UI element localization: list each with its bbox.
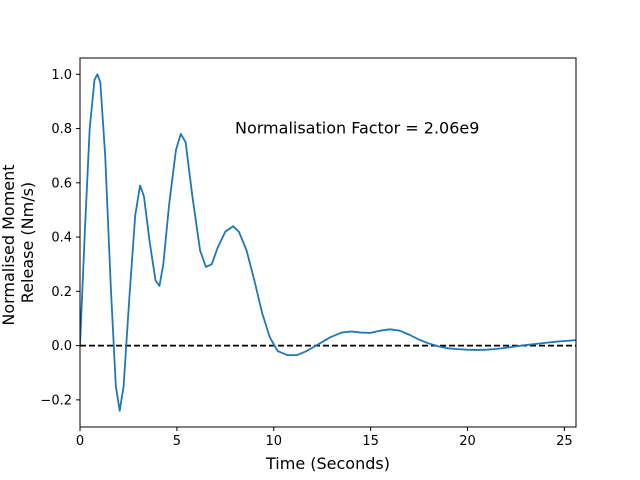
axis-ticks: 0 5 10 15 20 25 −0.2 0.0 0.2 0.4 0.6 0.8 1.0 (40, 68, 572, 449)
y-tick-label: 0.6 (51, 176, 72, 191)
x-tick-label: 5 (173, 434, 181, 449)
normalisation-annotation: Normalisation Factor = 2.06e9 (235, 119, 479, 138)
x-tick-label: 0 (76, 434, 84, 449)
y-tick-label: 0.4 (51, 231, 72, 246)
x-axis-title: Time (Seconds) (265, 454, 390, 473)
y-axis-title-line-2: Release (Nm/s) (18, 182, 37, 303)
x-tick-label: 15 (362, 434, 379, 449)
y-axis-title: Normalised Moment Release (Nm/s) (0, 159, 37, 325)
axes-frame (79, 57, 577, 428)
y-tick-label: −0.2 (40, 393, 72, 408)
plot-area (79, 57, 577, 428)
y-tick-label: 1.0 (51, 68, 72, 83)
x-tick-label: 10 (265, 434, 282, 449)
y-axis-title-line-1: Normalised Moment (0, 164, 18, 325)
y-tick-label: 0.8 (51, 122, 72, 137)
x-tick-label: 20 (459, 434, 476, 449)
x-tick-label: 25 (556, 434, 573, 449)
series-line-0 (80, 73, 576, 412)
y-tick-label: 0.2 (51, 285, 72, 300)
y-tick-label: 0.0 (51, 339, 72, 354)
